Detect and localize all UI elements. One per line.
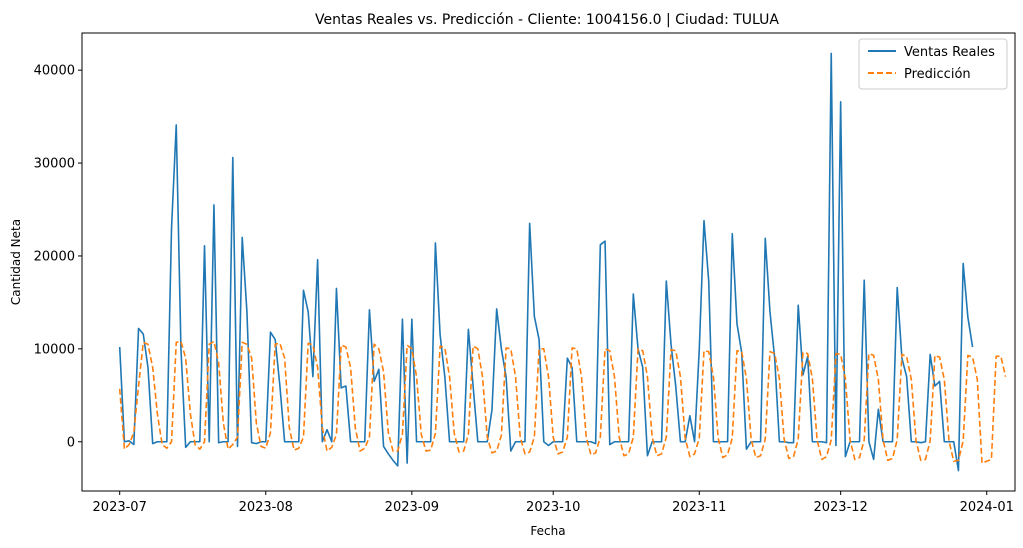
series-line-ventas-reales [118,52,974,472]
x-tick-label: 2023-10 [526,500,580,515]
x-tick-label: 2023-09 [385,500,439,515]
y-axis: 0 10000 20000 30000 40000 [34,64,82,450]
y-tick-label: 20000 [34,249,75,264]
plot-area [81,32,1016,492]
x-tick-label: 2024-01 [960,500,1014,515]
series-line-prediccion [118,340,1007,464]
plot-frame [81,32,1016,492]
legend: Ventas Reales Predicción [858,38,1008,90]
y-tick-label: 0 [67,435,75,450]
x-tick-label: 2023-08 [239,500,293,515]
x-tick-label: 2023-11 [672,500,726,515]
legend-label-ventas-reales: Ventas Reales [904,45,995,60]
y-tick-label: 10000 [34,342,75,357]
y-axis-label: Cantidad Neta [9,219,23,305]
legend-label-prediccion: Predicción [904,67,971,82]
y-tick-label: 30000 [34,157,75,172]
x-tick-label: 2023-07 [93,500,147,515]
x-tick-label: 2023-12 [813,500,867,515]
x-axis-label: Fecha [530,524,565,538]
x-axis: 2023-07 2023-08 2023-09 2023-10 2023-11 2023-… [93,491,1014,515]
chart-title: Ventas Reales vs. Predicción - Cliente: … [315,12,779,28]
series-layer [118,52,1007,472]
y-tick-label: 40000 [34,64,75,79]
